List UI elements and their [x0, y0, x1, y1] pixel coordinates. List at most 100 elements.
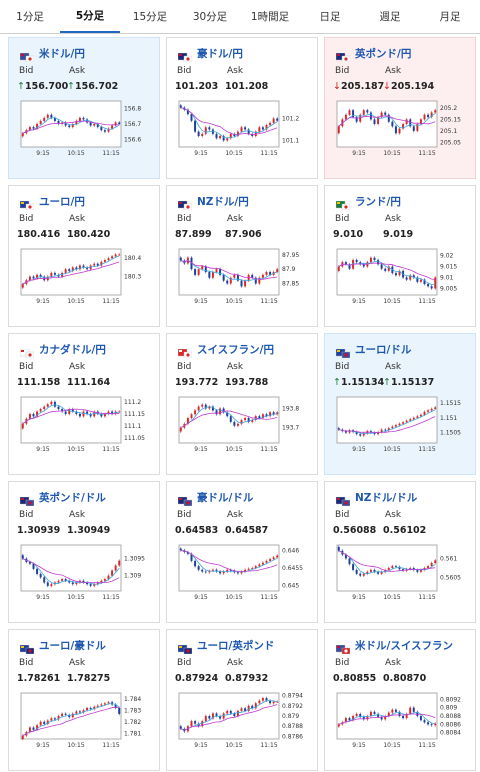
rate-card[interactable]: ユーロ/ドル Bid Ask ↑1.15134 ↑1.15137 1.1515 1.151 1… — [324, 333, 476, 475]
price-chart: 1.3095 1.309 9:15 10:15 11:15 — [20, 544, 145, 601]
candle-body — [36, 725, 39, 730]
rate-card[interactable]: 米ドル/スイスフラン Bid Ask 0.80855 0.80870 0.8092 0.80… — [324, 629, 476, 771]
rate-card[interactable]: 英ポンド/ドル Bid Ask 1.30939 1.30949 1.3095 1.309 9:… — [8, 481, 160, 623]
y-tick-label: 0.645 — [282, 583, 299, 590]
bid-value: 111.158 — [17, 377, 60, 388]
candle-body — [75, 267, 78, 270]
candle-body — [373, 569, 376, 572]
candle-body — [197, 269, 200, 275]
candle-body — [254, 703, 257, 709]
chart-frame — [178, 396, 280, 444]
candle-body — [114, 254, 117, 257]
candle-body — [64, 122, 67, 126]
candle-body — [36, 411, 39, 417]
candle-body — [190, 721, 193, 727]
rate-card[interactable]: 英ポンド/円 Bid Ask ↓205.187 ↓205.194 205.2 205.15 2… — [324, 37, 476, 179]
pair-name[interactable]: ユーロ/ドル — [355, 344, 412, 356]
candle-body — [53, 582, 56, 585]
pair-name[interactable]: 米ドル/円 — [39, 48, 85, 60]
candle-body — [93, 411, 96, 417]
pair-name[interactable]: カナダドル/円 — [39, 344, 106, 356]
candle-body — [226, 569, 229, 572]
candle-body — [412, 417, 415, 420]
pair-name[interactable]: 豪ドル/ドル — [197, 492, 254, 504]
price-chart: 156.8 156.7 156.6 9:15 10:15 11:15 — [20, 100, 141, 157]
ask-label: Ask — [69, 66, 86, 76]
candle-body — [61, 579, 64, 581]
tab-6[interactable]: 週足 — [379, 11, 401, 23]
candle-body — [265, 125, 268, 130]
rate-card[interactable]: 米ドル/円 Bid Ask ↑156.700 ↑156.702 156.8 156.7 156… — [8, 37, 160, 179]
candle-body — [32, 413, 35, 417]
candle-body — [50, 401, 53, 405]
ma-long-line — [180, 704, 278, 731]
rate-card[interactable]: 豪ドル/ドル Bid Ask 0.64583 0.64587 0.646 0.6455 0.6… — [166, 481, 318, 623]
x-tick-label: 10:15 — [383, 742, 400, 749]
candle-body — [377, 571, 380, 574]
tab-5[interactable]: 日足 — [319, 11, 341, 23]
pair-name[interactable]: 豪ドル/円 — [197, 48, 243, 60]
rate-card[interactable]: ユーロ/円 Bid Ask 180.416 180.420 180.4 180.3 9:15 1… — [8, 185, 160, 327]
candle-body — [222, 571, 225, 574]
tab-3[interactable]: 30分足 — [192, 11, 228, 23]
rate-card[interactable]: ユーロ/豪ドル Bid Ask 1.78261 1.78275 1.784 1.783 1.7… — [8, 629, 160, 771]
candle-body — [71, 267, 74, 272]
ask-value: 111.164 — [67, 377, 110, 388]
candle-body — [416, 569, 419, 572]
candle-body — [96, 124, 99, 128]
rate-card[interactable]: ランド/円 Bid Ask 9.010 9.019 9.02 9.015 9.01 9.005 9… — [324, 185, 476, 327]
rate-card[interactable]: NZドル/ドル Bid Ask 0.56088 0.56102 0.561 0.5605 9:… — [324, 481, 476, 623]
tab-2[interactable]: 15分足 — [132, 11, 168, 23]
candle-body — [427, 566, 430, 568]
pair-name[interactable]: ユーロ/円 — [39, 196, 85, 208]
candle-body — [61, 409, 64, 412]
price-chart: 1.1515 1.151 1.1505 9:15 10:15 11:15 — [336, 396, 461, 453]
ask-label: Ask — [227, 362, 244, 372]
candle-body — [233, 274, 236, 278]
candle-body — [398, 270, 401, 276]
candle-body — [78, 117, 81, 121]
candle-body — [36, 124, 39, 129]
x-tick-label: 11:15 — [418, 150, 435, 157]
candle-body — [32, 127, 35, 129]
bid-price: 156.700 — [24, 81, 69, 92]
pair-name[interactable]: ユーロ/豪ドル — [39, 640, 106, 652]
rate-card[interactable]: スイスフラン/円 Bid Ask 193.772 193.788 193.8 193.7 9:… — [166, 333, 318, 475]
candle-body — [57, 274, 60, 277]
candle-body — [57, 120, 60, 124]
rate-card[interactable]: カナダドル/円 Bid Ask 111.158 111.164 111.2 111.15 11… — [8, 333, 160, 475]
pair-name[interactable]: ユーロ/英ポンド — [197, 640, 275, 652]
tab-4[interactable]: 1時間足 — [250, 11, 290, 23]
ask-label: Ask — [385, 362, 402, 372]
candle-body — [384, 716, 387, 720]
pair-name[interactable]: 英ポンド/ドル — [39, 492, 106, 504]
rate-card[interactable]: ユーロ/英ポンド Bid Ask 0.87924 0.87932 0.8794 0.8792… — [166, 629, 318, 771]
candle-body — [258, 564, 261, 567]
candle-body — [362, 716, 365, 720]
ask-label: Ask — [227, 658, 244, 668]
candle-body — [107, 702, 110, 704]
tab-0[interactable]: 1分足 — [16, 11, 44, 23]
candle-body — [50, 114, 53, 118]
candle-body — [276, 269, 279, 272]
candle-body — [423, 411, 426, 415]
tab-1[interactable]: 5分足 — [60, 0, 120, 33]
x-tick-label: 9:15 — [36, 742, 50, 749]
candle-body — [103, 130, 106, 132]
pair-name[interactable]: ランド/円 — [355, 196, 401, 208]
ma-long-line — [180, 549, 278, 572]
pair-name[interactable]: 米ドル/スイスフラン — [355, 640, 454, 652]
candle-body — [269, 272, 272, 275]
candle-body — [380, 716, 383, 720]
pair-name[interactable]: スイスフラン/円 — [197, 344, 275, 356]
candle-body — [377, 432, 380, 435]
timeframe-tabs: 1分足 5分足 15分足 30分足 1時間足 日足 週足 月足 — [0, 0, 480, 34]
pair-name[interactable]: NZドル/ドル — [355, 492, 418, 504]
tab-7[interactable]: 月足 — [439, 11, 461, 23]
rate-card[interactable]: 豪ドル/円 Bid Ask 101.203 101.208 101.2 101.1 9:15 1… — [166, 37, 318, 179]
candle-body — [384, 569, 387, 572]
pair-name[interactable]: NZドル/円 — [197, 196, 249, 208]
rate-card[interactable]: NZドル/円 Bid Ask 87.899 87.906 87.95 87.9 87.85 9:… — [166, 185, 318, 327]
pair-name[interactable]: 英ポンド/円 — [355, 48, 412, 60]
x-tick-label: 11:15 — [102, 446, 119, 453]
